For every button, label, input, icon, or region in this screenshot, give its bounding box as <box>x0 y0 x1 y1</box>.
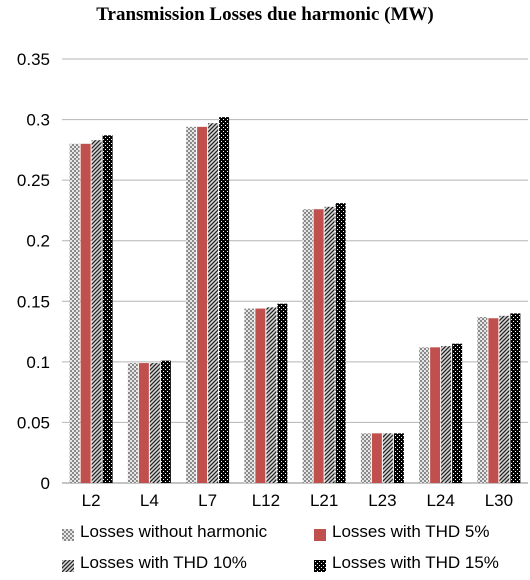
legend-label: Losses with THD 10% <box>80 553 247 572</box>
legend-label: Losses without harmonic <box>80 522 268 541</box>
bar-l24-series-2 <box>430 347 441 483</box>
x-tick-label: L12 <box>252 491 280 510</box>
bar-l2-series-4 <box>102 135 113 483</box>
y-tick-label: 0.25 <box>17 171 50 190</box>
bar-l4-series-2 <box>138 363 149 483</box>
legend-label: Losses with THD 5% <box>332 522 490 541</box>
x-axis: L2 L4 L7 L12 L21 L23 L24 L30 <box>82 491 513 510</box>
bar-l21-series-4 <box>335 203 346 483</box>
bar-l24-series-3 <box>441 346 452 483</box>
bar-l12-series-1 <box>244 308 255 483</box>
y-tick-label: 0.1 <box>26 353 50 372</box>
legend-swatch <box>62 526 74 541</box>
x-tick-label: L23 <box>368 491 396 510</box>
legend-item-thd-10: Losses with THD 10% <box>62 553 247 573</box>
bar-l12-series-4 <box>277 303 288 483</box>
bar-l23-series-4 <box>393 433 404 483</box>
bar-l7-series-3 <box>208 123 219 483</box>
legend-label: Losses with THD 15% <box>332 553 499 572</box>
bar-l21-series-1 <box>302 209 313 483</box>
bars <box>69 117 521 484</box>
y-tick-label: 0.05 <box>17 413 50 432</box>
legend-item-losses-without-harmonic: Losses without harmonic <box>62 522 267 542</box>
bar-l4-series-3 <box>149 363 160 483</box>
bar-l30-series-1 <box>477 317 488 483</box>
x-tick-label: L7 <box>198 491 217 510</box>
bar-l30-series-3 <box>499 315 510 483</box>
legend-item-thd-5: Losses with THD 5% <box>314 522 489 542</box>
bar-l23-series-2 <box>371 433 382 483</box>
bar-l30-series-4 <box>510 313 521 483</box>
x-tick-label: L24 <box>426 491 454 510</box>
legend-swatch <box>62 557 74 572</box>
x-tick-label: L2 <box>82 491 101 510</box>
legend-swatch <box>314 526 326 541</box>
x-tick-label: L30 <box>485 491 513 510</box>
x-tick-label: L4 <box>140 491 159 510</box>
bar-l21-series-3 <box>324 206 335 483</box>
bar-l23-series-3 <box>382 433 393 483</box>
legend-item-thd-15: Losses with THD 15% <box>314 553 499 573</box>
bar-l21-series-2 <box>313 209 324 483</box>
bar-l2-series-1 <box>69 143 80 484</box>
y-tick-label: 0.15 <box>17 292 50 311</box>
y-tick-label: 0.3 <box>26 111 50 130</box>
bar-l7-series-4 <box>219 117 230 484</box>
bar-l7-series-2 <box>197 126 208 483</box>
bar-l23-series-1 <box>360 433 371 483</box>
bar-l24-series-4 <box>452 343 463 483</box>
bar-l2-series-3 <box>91 140 102 483</box>
bar-l7-series-1 <box>186 126 197 483</box>
chart-title: Transmission Losses due harmonic (MW) <box>96 4 434 25</box>
bar-l24-series-1 <box>419 347 430 483</box>
legend-swatch <box>314 557 326 572</box>
bar-l12-series-3 <box>266 307 277 483</box>
bar-l30-series-2 <box>488 318 499 483</box>
bar-l12-series-2 <box>255 308 266 483</box>
y-axis: 0 0.05 0.1 0.15 0.2 0.25 0.3 0.35 <box>17 50 50 493</box>
x-tick-label: L21 <box>310 491 338 510</box>
y-tick-label: 0 <box>41 474 50 493</box>
bar-l2-series-2 <box>80 143 91 484</box>
bar-l4-series-4 <box>160 360 171 483</box>
y-tick-label: 0.2 <box>26 232 50 251</box>
bar-l4-series-1 <box>127 363 138 483</box>
y-tick-label: 0.35 <box>17 50 50 69</box>
